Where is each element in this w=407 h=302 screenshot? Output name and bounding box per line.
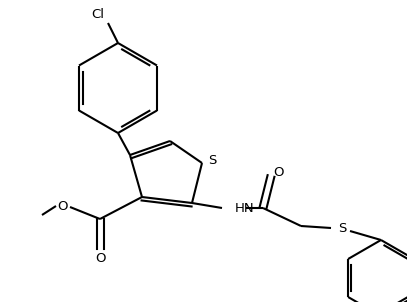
- Text: Cl: Cl: [92, 8, 105, 21]
- Text: HN: HN: [235, 201, 255, 214]
- Text: O: O: [95, 252, 105, 265]
- Text: S: S: [208, 153, 216, 166]
- Text: O: O: [57, 200, 67, 213]
- Text: O: O: [273, 166, 283, 179]
- Text: S: S: [338, 221, 346, 234]
